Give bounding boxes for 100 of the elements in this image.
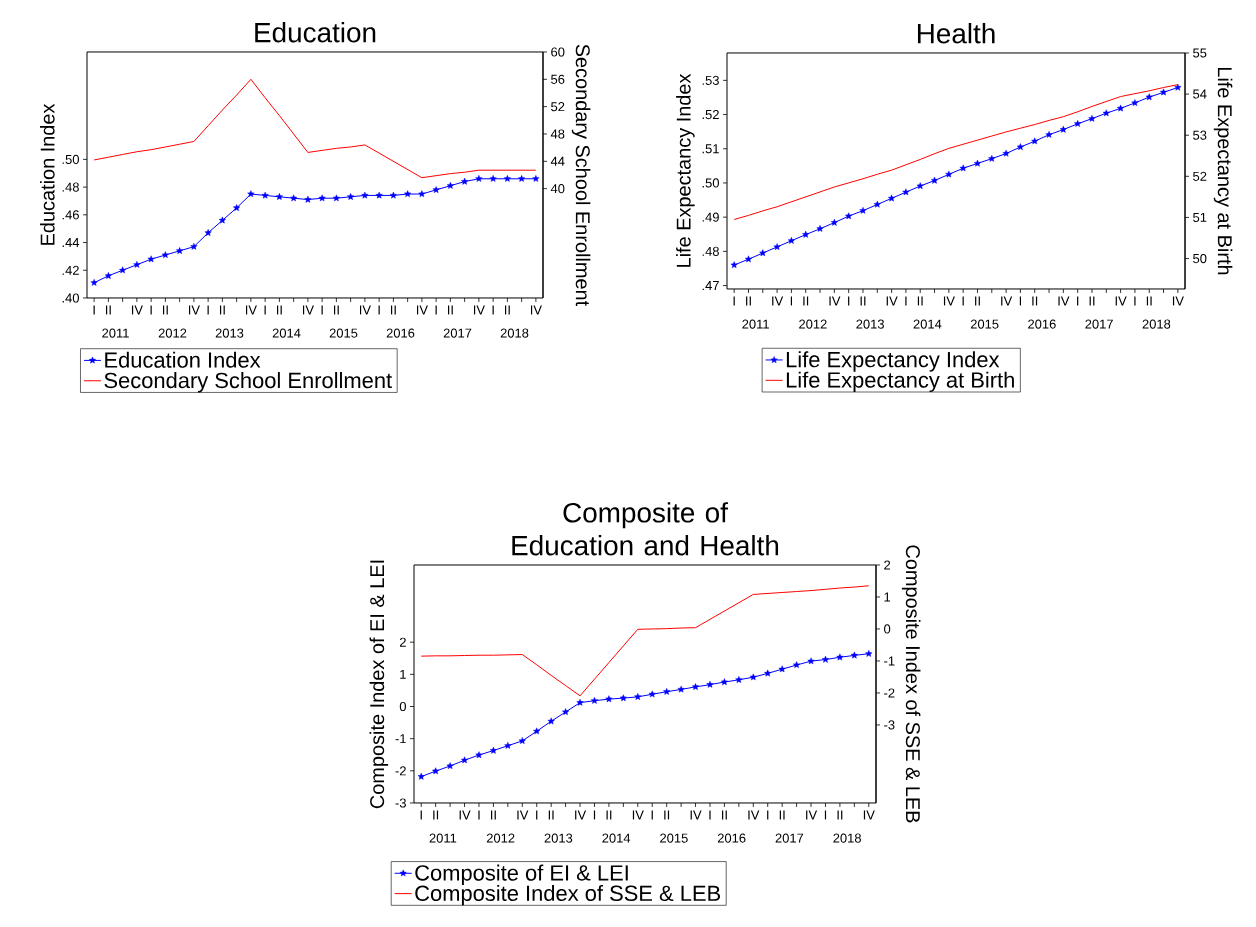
point [161,251,169,259]
y-tick-label: .52 [702,109,719,120]
x-tick-label: IV [1115,296,1127,306]
text: 2016 [386,328,415,338]
y-tick-label: .48 [62,182,79,192]
x-tick-label: II [1032,296,1038,306]
x-tick-label: IV [886,296,898,306]
point [104,272,112,279]
y-tick-label: -2 [395,766,406,776]
y2-tick-label: -3 [884,720,895,730]
x-tick-label: IV [459,810,471,820]
point [793,661,801,669]
x-tick-label: II [1089,296,1095,306]
point [147,255,155,263]
chart-title: Health [917,23,995,44]
point [802,230,810,238]
legend-label: Secondary School Enrollment [104,372,392,393]
x-tick-label: I [905,296,907,306]
x-tick-label: II [606,810,612,820]
y-tick-label: .49 [702,212,719,222]
point [931,176,939,184]
x-tick-label: I [733,296,735,306]
point [764,669,772,677]
point [816,225,824,232]
text: 2015 [329,328,358,338]
x-tick-label: II [975,296,980,306]
point [902,188,910,196]
y2-tick-label: 51 [1193,212,1207,222]
x-tick-label: IV [863,810,875,820]
y2-tick-label: 52 [551,102,565,112]
x-tick-label: I [1077,296,1079,306]
point [432,767,440,775]
text: 2015 [660,833,688,843]
text: 2017 [443,328,472,338]
point [361,191,369,199]
point [1160,88,1168,96]
y2-axis-title: Life Expectancy at Birth [1213,67,1233,275]
y-tick-label: .40 [62,293,79,303]
y-tick-label: .46 [62,210,79,220]
x-tick-label: I [824,810,827,820]
point [744,255,753,263]
point [749,673,757,681]
y2-tick-label: 52 [1193,171,1207,181]
legend-label: Composite of EI & LEI [415,864,628,886]
point [90,279,98,286]
y-axis-title: Education Index [40,103,55,245]
point [836,653,844,661]
x-tick-label: II [722,810,727,820]
point [859,206,867,214]
x-tick-label: II [162,305,168,315]
y-tick-label: .44 [62,238,80,247]
x-tick-label: I [962,296,964,306]
x-tick-label: II [219,305,225,315]
x-tick-label: IV [943,296,955,306]
point [1059,125,1067,133]
point [547,717,555,725]
point [489,746,497,754]
x-tick-label: I [492,305,494,315]
x-tick-label: I [93,305,95,315]
text: 2016 [717,833,746,843]
point [504,742,512,749]
point [1174,83,1182,91]
x-tick-label: II [837,810,843,820]
y-axis-title: Life Expectancy Index [676,73,695,267]
y-tick-label: .51 [702,144,719,154]
point [261,191,269,199]
point [619,694,627,702]
point [865,650,873,657]
point [1045,131,1053,138]
x-tick-label: II [746,296,751,306]
legend-label: Composite Index of SSE & LEB [415,884,721,906]
legend-label: Education Index [105,351,261,368]
text: 2016 [1028,319,1056,329]
y2-axis-title: Composite Index of SSE & LEB [901,545,921,823]
point [959,164,967,172]
text: 2014 [272,328,301,338]
text: 2017 [1085,319,1113,329]
point [1131,99,1139,106]
point [533,727,541,735]
x-tick-label: IV [302,305,314,315]
text: 2018 [833,833,861,843]
text: 2012 [486,833,515,843]
text: 2012 [799,319,827,329]
x-tick-label: IV [1001,296,1013,306]
point [275,193,283,200]
x-tick-label: IV [690,810,702,820]
x-tick-label: IV [748,810,760,820]
chart-title: Composite of Education and Health [512,502,779,556]
text: 2013 [544,833,573,843]
point [461,756,469,764]
point [190,243,198,250]
x-tick-label: I [767,810,769,820]
point [446,762,454,770]
point [916,182,924,190]
x-tick-label: IV [188,305,200,315]
point [720,678,728,686]
y2-tick-label: 2 [884,560,891,570]
point [821,655,830,663]
point [648,690,656,698]
x-tick-label: IV [772,296,784,306]
